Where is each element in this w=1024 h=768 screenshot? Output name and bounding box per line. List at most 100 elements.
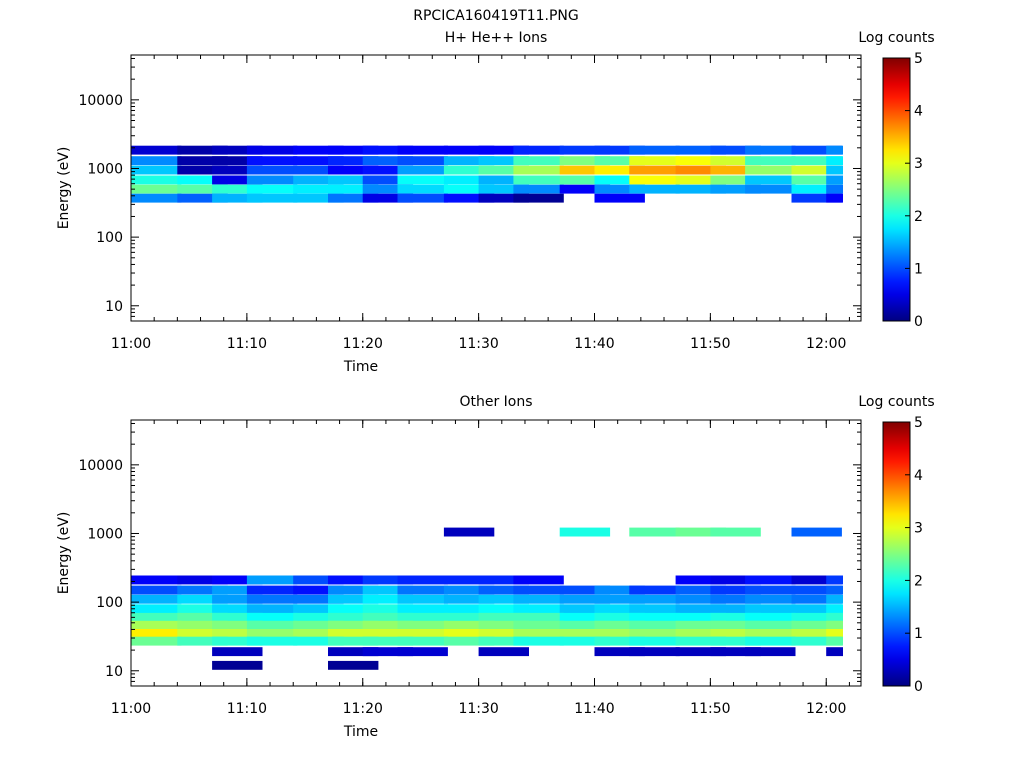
heatmap-cell <box>629 636 680 646</box>
heatmap-cell <box>710 612 761 622</box>
y-tick-label: 10 <box>105 664 123 680</box>
heatmap-cell <box>131 184 182 194</box>
heatmap-cell <box>675 145 726 155</box>
x-tick-label: 11:50 <box>690 336 730 352</box>
heatmap-cell <box>745 604 796 614</box>
heatmap-cell <box>328 612 379 622</box>
heatmap-cell <box>559 636 611 646</box>
colorbar: Log counts 0 1 2 3 4 5 <box>858 394 934 695</box>
heatmap-cell <box>513 620 564 630</box>
heatmap-cell <box>246 594 298 604</box>
heatmap-cell <box>246 585 298 595</box>
heatmap-cells <box>131 145 843 203</box>
heatmap-cell <box>826 145 843 155</box>
x-tick-label: 11:40 <box>574 701 614 717</box>
heatmap-cell <box>397 145 448 155</box>
heatmap-cell <box>629 585 680 595</box>
heatmap-cell <box>513 175 564 185</box>
heatmap-cell <box>246 612 298 622</box>
heatmap-cell <box>629 594 680 604</box>
heatmap-cell <box>675 184 726 194</box>
heatmap-cell <box>559 184 611 194</box>
heatmap-cell <box>594 175 645 185</box>
y-tick-label: 10000 <box>78 458 123 474</box>
heatmap-cell <box>826 165 843 175</box>
heatmap-cell <box>629 156 680 166</box>
heatmap-cell <box>397 620 448 630</box>
heatmap-cell <box>675 629 726 638</box>
heatmap-cell <box>791 193 842 203</box>
y-axis: 10 100 1000 10000 Energy (eV) <box>56 58 861 322</box>
colorbar-tick-label: 4 <box>914 104 923 120</box>
heatmap-cell <box>594 585 645 595</box>
heatmap-cell <box>594 594 645 604</box>
heatmap-cell <box>559 604 611 614</box>
x-tick-label: 11:10 <box>227 701 267 717</box>
heatmap-cell <box>362 156 414 166</box>
heatmap-cell <box>246 636 298 646</box>
heatmap-cell <box>791 604 842 614</box>
heatmap-cell <box>675 594 726 604</box>
heatmap-cell <box>328 604 379 614</box>
heatmap-cell <box>443 620 495 630</box>
x-axis: 11:00 11:10 11:20 11:30 11:40 11:50 12:00 Time <box>111 55 850 375</box>
heatmap-cell <box>478 585 529 595</box>
heatmap-cell <box>212 629 263 638</box>
heatmap-cell <box>177 575 228 585</box>
heatmap-cell <box>710 636 761 646</box>
other-ions-panel: Other Ions 11:00 11:10 11:20 11:30 11:40 11:50… <box>56 394 935 740</box>
y-tick-label: 1000 <box>87 526 123 542</box>
heatmap-cell <box>131 620 182 630</box>
heatmap-cell <box>478 193 529 203</box>
colorbar-tick-label: 3 <box>914 521 923 537</box>
y-tick-label: 100 <box>96 230 123 246</box>
heatmap-cell <box>362 145 414 155</box>
heatmap-cell <box>293 145 344 155</box>
heatmap-cell <box>478 156 529 166</box>
heatmap-cell <box>478 629 529 638</box>
x-tick-label: 11:40 <box>574 336 614 352</box>
heatmap-cell <box>246 175 298 185</box>
heatmap-cell <box>629 612 680 622</box>
heatmap-cell <box>177 604 228 614</box>
heatmap-cell <box>513 636 564 646</box>
heatmap-cell <box>177 184 228 194</box>
heatmap-cell <box>513 585 564 595</box>
heatmap-cell <box>710 145 761 155</box>
heatmap-cell <box>594 636 645 646</box>
heatmap-cell <box>629 175 680 185</box>
heatmap-cell <box>478 636 529 646</box>
heatmap-cell <box>675 575 726 585</box>
heatmap-cell <box>513 145 564 155</box>
heatmap-cell <box>745 184 796 194</box>
heatmap-cell <box>293 629 344 638</box>
heatmap-cell <box>710 629 761 638</box>
heatmap-cell <box>710 647 761 657</box>
heatmap-cell <box>594 612 645 622</box>
heatmap-cell <box>443 184 495 194</box>
heatmap-cell <box>131 156 182 166</box>
heatmap-cell <box>675 585 726 595</box>
heatmap-cell <box>328 193 379 203</box>
heatmap-cell <box>443 585 495 595</box>
heatmap-cell <box>397 184 448 194</box>
heatmap-cell <box>710 585 761 595</box>
heatmap-cell <box>328 175 379 185</box>
heatmap-cell <box>177 193 228 203</box>
heatmap-cell <box>675 165 726 175</box>
heatmap-cell <box>594 604 645 614</box>
heatmap-cell <box>675 647 726 657</box>
heatmap-cell <box>791 585 842 595</box>
heatmap-cell <box>293 594 344 604</box>
heatmap-cell <box>745 612 796 622</box>
heatmap-cell <box>513 156 564 166</box>
heatmap-cell <box>177 175 228 185</box>
heatmap-cell <box>443 193 495 203</box>
heatmap-cell <box>328 594 379 604</box>
heatmap-cell <box>177 585 228 595</box>
heatmap-cell <box>131 165 182 175</box>
y-tick-label: 10 <box>105 299 123 315</box>
heatmap-cell <box>328 156 379 166</box>
heatmap-cell <box>212 193 263 203</box>
heatmap-cell <box>513 594 564 604</box>
